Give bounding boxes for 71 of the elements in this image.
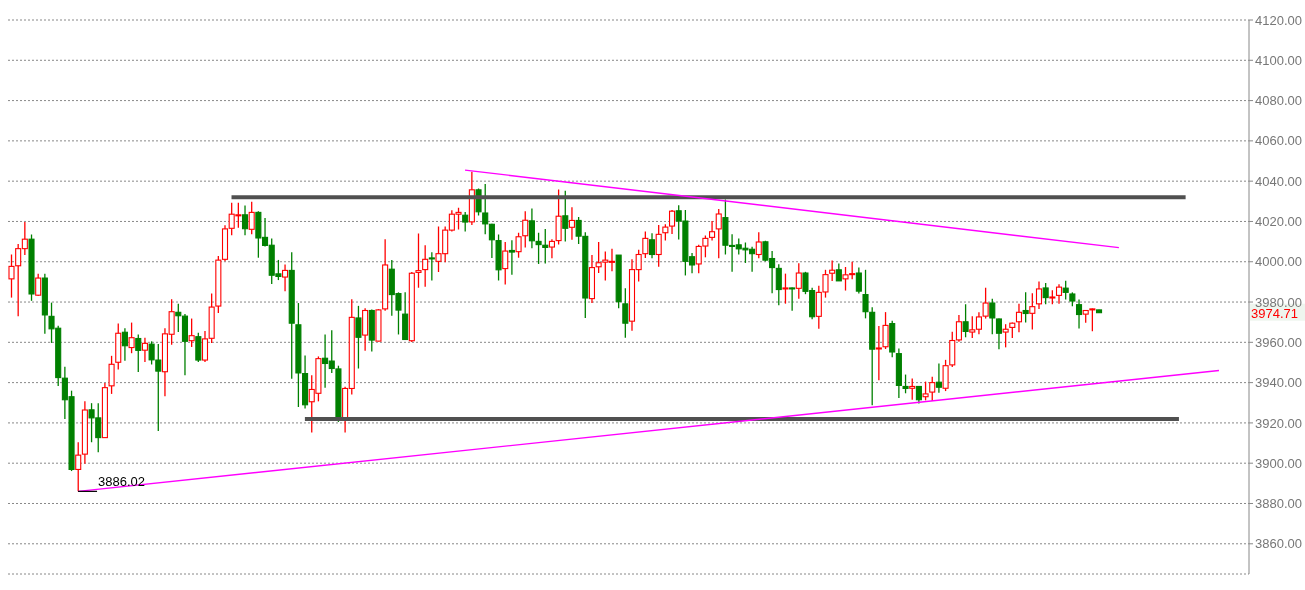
candlestick <box>882 311 889 350</box>
y-tick-label: 4000.00 <box>1255 254 1302 270</box>
candlestick <box>795 262 802 300</box>
candlestick <box>1015 303 1023 333</box>
candlestick <box>862 269 869 319</box>
candlestick <box>528 207 535 249</box>
y-tick-label: 4060.00 <box>1255 133 1302 149</box>
candlestick <box>902 373 909 394</box>
candlestick <box>622 287 629 339</box>
candlestick <box>522 210 529 249</box>
candlestick <box>962 303 969 338</box>
candlestick <box>1055 283 1063 305</box>
candlestick <box>135 333 142 373</box>
candlestick <box>141 337 148 363</box>
candlestick <box>462 211 469 233</box>
candlestick <box>195 332 202 363</box>
y-tick-label: 4020.00 <box>1255 214 1302 230</box>
candlestick <box>121 327 128 362</box>
candlestick <box>515 232 522 259</box>
y-tick-label: 3900.00 <box>1255 455 1302 471</box>
candlestick <box>355 305 362 370</box>
y-tick-label: 4120.00 <box>1255 12 1302 28</box>
candlestick <box>568 206 575 241</box>
y-tick-label: 4080.00 <box>1255 93 1302 109</box>
candlestick <box>709 220 716 242</box>
candlestick <box>929 376 936 402</box>
candlestick <box>755 231 762 259</box>
candlestick <box>248 201 255 235</box>
candlestick <box>1042 282 1049 305</box>
candlestick <box>108 355 115 395</box>
candlestick <box>1062 280 1069 301</box>
candlestick <box>422 244 429 288</box>
y-tick-label: 4040.00 <box>1255 173 1302 189</box>
candlestick <box>428 251 435 282</box>
candlestick <box>648 232 656 259</box>
candlestick <box>502 241 509 286</box>
y-tick-label: 3940.00 <box>1255 375 1302 391</box>
candlestick <box>1002 323 1009 349</box>
candlestick <box>508 239 515 276</box>
y-tick-label: 4100.00 <box>1255 52 1302 68</box>
y-tick-label: 3920.00 <box>1255 415 1302 431</box>
candlestick <box>875 325 882 381</box>
candlestick <box>829 259 836 282</box>
candlestick <box>715 208 722 259</box>
candlestick <box>642 230 649 259</box>
candlestick <box>775 263 782 306</box>
candlestick <box>128 321 135 354</box>
candlestick <box>935 362 942 394</box>
candlestick <box>1075 298 1083 330</box>
candlestick <box>8 253 15 299</box>
candlestick <box>782 272 789 305</box>
candlestick <box>282 263 289 293</box>
candlestick <box>542 228 549 265</box>
y-tick-label: 3980.00 <box>1255 294 1302 310</box>
candlestick <box>789 286 796 312</box>
candlestick <box>922 380 929 401</box>
candlestick <box>909 377 916 401</box>
candlestick <box>855 266 862 295</box>
candlestick <box>241 204 249 236</box>
candlestick <box>1035 280 1043 310</box>
annotation: 3886.02 <box>98 474 146 490</box>
y-tick-label: 3960.00 <box>1255 334 1302 350</box>
candlestick <box>188 317 195 348</box>
candlestick <box>1022 291 1029 324</box>
candlestick <box>1029 292 1036 331</box>
candlestick <box>35 272 42 297</box>
candlestick <box>415 232 422 289</box>
candlestick <box>562 190 569 243</box>
y-tick-label: 3860.00 <box>1255 536 1302 552</box>
y-tick-label: 3880.00 <box>1255 496 1302 512</box>
candlestick <box>535 232 542 265</box>
